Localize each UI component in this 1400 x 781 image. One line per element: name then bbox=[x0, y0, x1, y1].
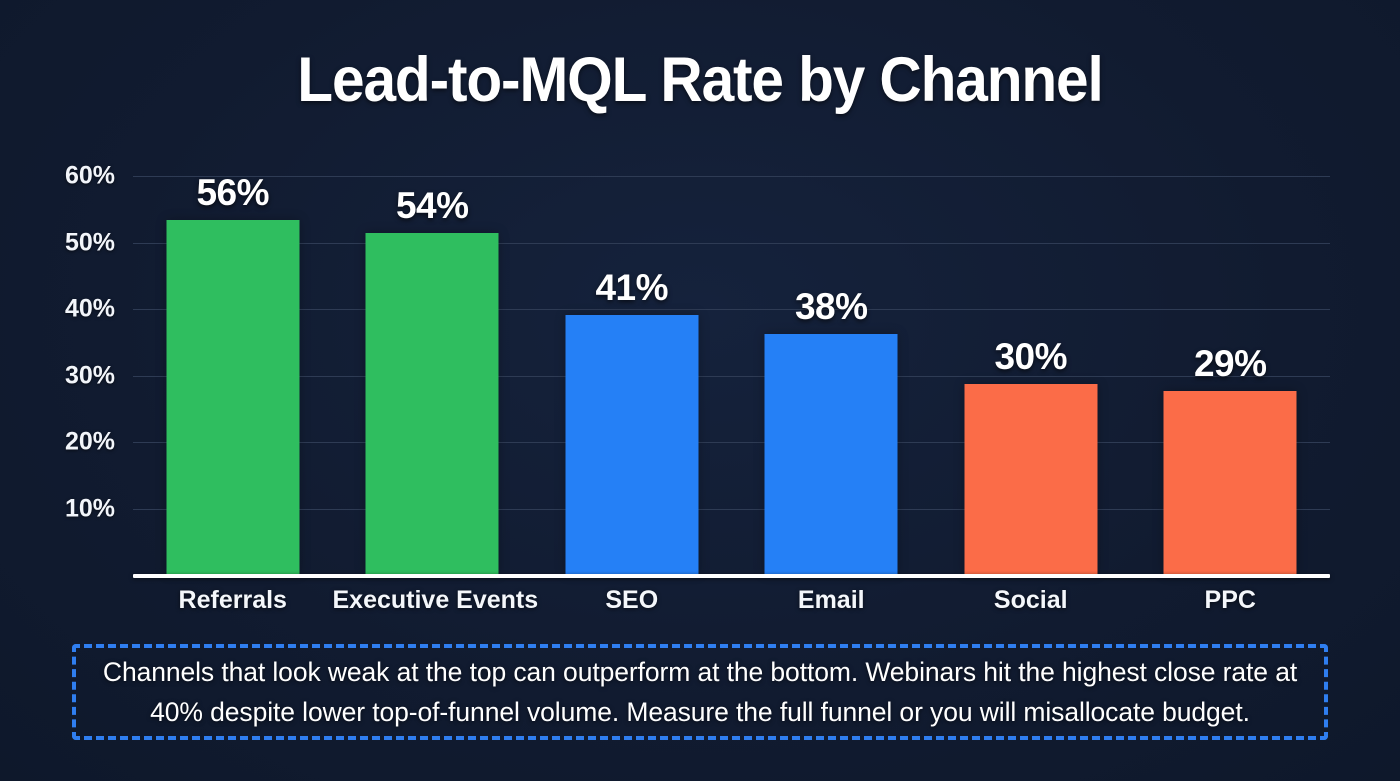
bar-value-label: 29% bbox=[1193, 342, 1267, 384]
bar-group-social: 30% bbox=[931, 176, 1131, 574]
bar-group-executive-events: 54% bbox=[333, 176, 533, 574]
x-axis-line bbox=[133, 574, 1330, 578]
bar-email[interactable] bbox=[764, 333, 898, 574]
bar-executive-events[interactable] bbox=[365, 232, 499, 574]
bar-referrals[interactable] bbox=[166, 220, 300, 574]
y-axis-tick-label: 30% bbox=[64, 361, 115, 389]
gridline bbox=[133, 375, 1330, 377]
bar-group-ppc: 29% bbox=[1131, 176, 1331, 574]
bar-ppc[interactable] bbox=[1163, 390, 1297, 574]
plot-area: 60% 50% 40% 30% 20% 10% bbox=[65, 162, 1330, 576]
bar-value-label: 56% bbox=[196, 172, 270, 214]
bar-series: 56% 54% 41% 38% 30% 29% bbox=[133, 172, 1331, 574]
gridline bbox=[133, 242, 1330, 244]
bar-seo[interactable] bbox=[565, 314, 699, 574]
x-axis-labels: Referrals Executive Events SEO Email Soc… bbox=[133, 586, 1330, 626]
y-axis-tick-label: 50% bbox=[64, 228, 115, 256]
bar-group-referrals: 56% bbox=[133, 172, 333, 574]
bar-value-label: 30% bbox=[994, 336, 1068, 378]
bar-value-label: 38% bbox=[794, 285, 868, 327]
gridline bbox=[133, 508, 1330, 510]
y-axis-tick-label: 60% bbox=[64, 161, 115, 190]
x-axis-label-seo: SEO bbox=[605, 586, 659, 614]
bar-social[interactable] bbox=[964, 384, 1098, 574]
bar-group-email: 38% bbox=[732, 176, 932, 574]
bar-value-label: 41% bbox=[595, 266, 669, 308]
x-axis-label-ppc: PPC bbox=[1204, 586, 1256, 614]
bar-group-seo: 41% bbox=[532, 176, 732, 574]
gridline bbox=[133, 442, 1330, 443]
bar-value-label: 54% bbox=[395, 184, 469, 226]
x-axis-label-referrals: Referrals bbox=[178, 586, 287, 614]
x-axis-label-email: Email bbox=[797, 586, 865, 614]
gridline bbox=[133, 176, 1330, 177]
x-axis-label-executive-events: Executive Events bbox=[332, 586, 539, 614]
annotation-text: Channels that look weak at the top can o… bbox=[102, 657, 1298, 727]
gridline bbox=[133, 309, 1330, 310]
y-axis-tick-label: 20% bbox=[64, 427, 115, 456]
y-axis-tick-label: 40% bbox=[64, 294, 115, 323]
annotation-callout: Channels that look weak at the top can o… bbox=[72, 644, 1328, 740]
page-title: Lead-to-MQL Rate by Channel bbox=[297, 45, 1103, 115]
y-axis-tick-label: 10% bbox=[64, 494, 115, 522]
x-axis-label-social: Social bbox=[993, 586, 1068, 614]
